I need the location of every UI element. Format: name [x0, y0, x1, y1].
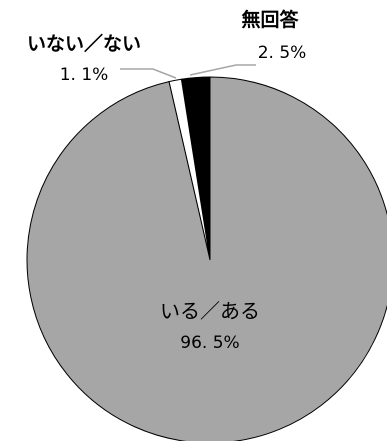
label-yes-value: 96. 5% [180, 333, 239, 353]
label-no-name: いない／ない [27, 32, 141, 55]
leader-line-no [120, 68, 177, 79]
label-no-answer-value: 2. 5% [258, 43, 307, 63]
leader-lines [120, 64, 256, 79]
label-no-answer-name: 無回答 [241, 8, 299, 31]
label-no-value: 1. 1% [60, 65, 109, 85]
label-yes-name: いる／ある [160, 299, 260, 323]
pie-slices [26, 76, 387, 441]
leader-line-no-answer [189, 64, 256, 76]
pie-slice-yes [26, 76, 387, 441]
